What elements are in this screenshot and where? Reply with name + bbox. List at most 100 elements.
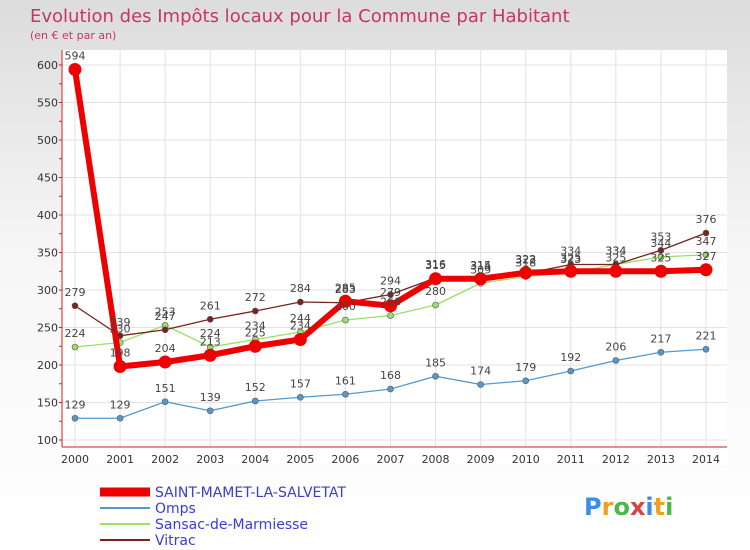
y-tick-label-300: 300 (37, 284, 58, 297)
data-label-s2-2010: 318 (515, 257, 536, 270)
series-1-point-2001 (116, 414, 124, 422)
series-3-point-2007 (387, 291, 394, 298)
data-label-s0-2008: 315 (425, 259, 446, 272)
y-tick-label-400: 400 (37, 209, 58, 222)
x-tick-label-2007: 2007 (377, 453, 405, 466)
x-tick-label-2009: 2009 (467, 453, 495, 466)
data-label-s2-2003: 224 (200, 327, 221, 340)
data-label-s3-2007: 294 (380, 275, 401, 288)
x-tick-label-2011: 2011 (557, 453, 585, 466)
data-label-s0-2011: 325 (560, 251, 581, 264)
series-0-point-2001 (113, 360, 127, 373)
series-2-point-2014 (702, 251, 710, 259)
series-3-point-2014 (702, 229, 710, 237)
data-label-s2-2001: 230 (110, 323, 131, 336)
series-2-point-2013 (657, 253, 665, 261)
data-label-s0-2012: 325 (605, 251, 626, 264)
series-1-point-2010 (522, 377, 530, 385)
data-label-s3-2002: 247 (155, 310, 176, 323)
series-0-point-2009 (474, 272, 488, 286)
data-label-s2-2013: 344 (650, 237, 671, 250)
series-0-point-2006 (338, 294, 352, 308)
series-3-point-2005 (297, 298, 304, 306)
series-1-point-2006 (342, 390, 349, 398)
data-label-s1-2002: 151 (155, 382, 176, 395)
logo-text: Proxiti (584, 493, 673, 521)
y-tick-label-450: 450 (37, 172, 58, 185)
data-label-s3-2006: 283 (335, 283, 356, 296)
data-label-s2-2006: 260 (335, 300, 356, 313)
y-tick-label-250: 250 (37, 322, 58, 335)
data-label-s1-2006: 161 (335, 374, 356, 387)
series-3-point-2004 (251, 307, 259, 315)
x-tick-label-2008: 2008 (422, 453, 450, 466)
series-0-point-2000 (68, 63, 82, 76)
chart-title: Evolution des Impôts locaux pour la Comm… (30, 6, 570, 27)
data-label-s1-2010: 179 (515, 361, 536, 374)
data-label-s0-2000: 594 (65, 50, 86, 63)
series-0-point-2011 (564, 264, 578, 278)
data-label-s3-2014: 376 (696, 213, 717, 226)
logo-letter-6: i (665, 493, 673, 521)
series-1-point-2003 (206, 407, 214, 415)
data-label-s2-2009: 309 (470, 263, 491, 276)
data-label-s2-2007: 266 (380, 296, 401, 309)
series-1-point-2005 (297, 393, 304, 401)
series-1-point-2002 (161, 398, 169, 406)
legend-label-1: Omps (155, 501, 196, 517)
series-0 (68, 63, 713, 373)
data-label-s3-2013: 353 (650, 230, 671, 243)
series-1-point-2009 (477, 381, 484, 388)
y-tick-label-550: 550 (37, 97, 58, 110)
chart-subtitle: (en € et par an) (30, 29, 116, 42)
data-label-s0-2007: 279 (380, 286, 401, 299)
data-label-s3-2005: 284 (290, 282, 311, 295)
x-tick-label-2001: 2001 (106, 453, 134, 466)
logo-letter-3: x (630, 493, 646, 521)
data-label-s1-2004: 152 (245, 381, 266, 394)
series-3-point-2000 (71, 302, 79, 310)
x-tick-label-2014: 2014 (692, 453, 720, 466)
data-label-s0-2013: 325 (650, 251, 671, 264)
series-1-point-2013 (657, 348, 665, 356)
data-label-s2-2000: 224 (65, 327, 86, 340)
series-0-point-2010 (519, 266, 533, 280)
data-label-s0-2010: 323 (515, 253, 536, 266)
data-label-s3-2008: 316 (425, 258, 446, 271)
data-label-s1-2005: 157 (290, 377, 311, 390)
series-1-point-2000 (71, 414, 79, 422)
x-tick-label-2010: 2010 (512, 453, 540, 466)
data-label-s1-2011: 192 (560, 351, 581, 364)
logo-letter-2: o (613, 493, 630, 521)
logo-letter-1: r (602, 493, 614, 521)
series-3-point-2013 (657, 246, 665, 254)
series-2-point-2006 (342, 316, 349, 324)
series-0-point-2005 (293, 333, 307, 346)
x-tick-label-2000: 2000 (61, 453, 89, 466)
grid-lines (62, 50, 727, 447)
series-3-point-2003 (206, 315, 214, 323)
data-label-s3-2011: 334 (560, 245, 581, 258)
data-label-s2-2008: 280 (425, 285, 446, 298)
series-2-point-2000 (71, 343, 79, 351)
data-label-s1-2003: 139 (200, 391, 221, 404)
x-tick-label-2006: 2006 (331, 453, 359, 466)
data-label-s1-2008: 185 (425, 356, 446, 369)
data-label-s2-2005: 244 (290, 312, 311, 325)
logo-letter-5: t (654, 493, 665, 521)
data-label-s2-2014: 347 (696, 235, 717, 248)
data-label-s3-2001: 239 (110, 316, 131, 329)
series-1-point-2012 (612, 357, 620, 364)
data-label-s1-2000: 129 (65, 398, 86, 411)
data-label-s0-2004: 225 (245, 326, 266, 339)
data-label-s2-2011: 323 (560, 253, 581, 266)
y-tick-label-100: 100 (37, 434, 58, 447)
data-label-s2-2012: 334 (605, 245, 626, 258)
series-0-point-2013 (654, 264, 668, 278)
series-1-point-2011 (567, 367, 575, 375)
series-2-point-2008 (432, 301, 439, 309)
series-0-point-2007 (384, 299, 397, 313)
x-tick-label-2005: 2005 (286, 453, 314, 466)
